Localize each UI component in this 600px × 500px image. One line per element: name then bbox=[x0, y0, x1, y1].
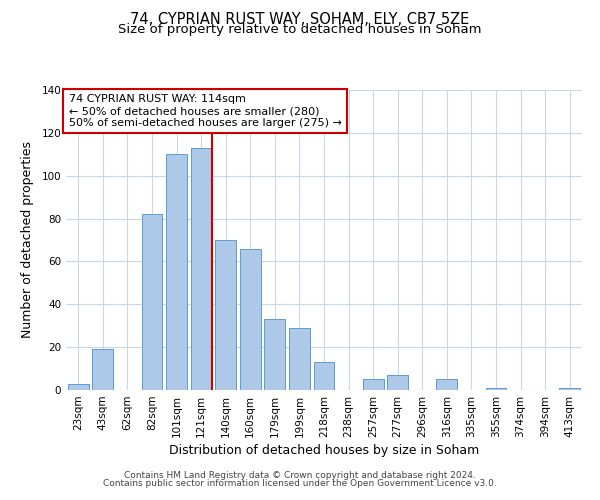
Bar bbox=[289, 328, 310, 390]
Bar bbox=[387, 375, 408, 390]
X-axis label: Distribution of detached houses by size in Soham: Distribution of detached houses by size … bbox=[169, 444, 479, 457]
Bar bbox=[559, 388, 580, 390]
Text: Contains public sector information licensed under the Open Government Licence v3: Contains public sector information licen… bbox=[103, 478, 497, 488]
Bar bbox=[362, 380, 383, 390]
Bar bbox=[166, 154, 187, 390]
Bar bbox=[142, 214, 163, 390]
Text: 74, CYPRIAN RUST WAY, SOHAM, ELY, CB7 5ZE: 74, CYPRIAN RUST WAY, SOHAM, ELY, CB7 5Z… bbox=[130, 12, 470, 28]
Bar bbox=[314, 362, 334, 390]
Bar bbox=[265, 320, 286, 390]
Y-axis label: Number of detached properties: Number of detached properties bbox=[22, 142, 34, 338]
Bar bbox=[240, 248, 261, 390]
Bar bbox=[215, 240, 236, 390]
Bar bbox=[68, 384, 89, 390]
Bar bbox=[191, 148, 212, 390]
Bar bbox=[436, 380, 457, 390]
Text: Size of property relative to detached houses in Soham: Size of property relative to detached ho… bbox=[118, 24, 482, 36]
Bar bbox=[485, 388, 506, 390]
Text: Contains HM Land Registry data © Crown copyright and database right 2024.: Contains HM Land Registry data © Crown c… bbox=[124, 471, 476, 480]
Bar bbox=[92, 350, 113, 390]
Text: 74 CYPRIAN RUST WAY: 114sqm
← 50% of detached houses are smaller (280)
50% of se: 74 CYPRIAN RUST WAY: 114sqm ← 50% of det… bbox=[68, 94, 341, 128]
